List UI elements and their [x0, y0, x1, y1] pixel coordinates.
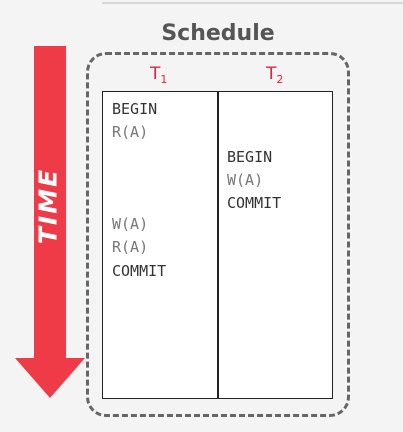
transaction-label-t1: T1 — [150, 64, 167, 90]
t2-op-commit: COMMIT — [227, 194, 282, 212]
t1-op-commit: COMMIT — [112, 262, 167, 280]
schedule-title: Schedule — [161, 21, 275, 46]
t1-op-read-2: R(A) — [112, 238, 149, 256]
transaction-subscript: 1 — [160, 73, 168, 86]
t1-op-write: W(A) — [112, 215, 149, 233]
time-arrow-shape — [15, 46, 85, 398]
column-divider — [217, 91, 219, 399]
t2-op-begin: BEGIN — [227, 148, 273, 166]
transaction-subscript: 2 — [276, 73, 284, 86]
transaction-name: T — [150, 64, 161, 84]
time-axis-label: TIME — [33, 167, 63, 245]
t1-op-begin: BEGIN — [112, 100, 158, 118]
schedule-frame — [86, 52, 350, 417]
top-divider-line — [102, 2, 403, 4]
time-arrow-icon — [15, 46, 85, 398]
t1-op-read: R(A) — [112, 123, 149, 141]
t2-op-write: W(A) — [227, 171, 264, 189]
transaction-name: T — [266, 64, 277, 84]
transaction-label-t2: T2 — [266, 64, 283, 90]
